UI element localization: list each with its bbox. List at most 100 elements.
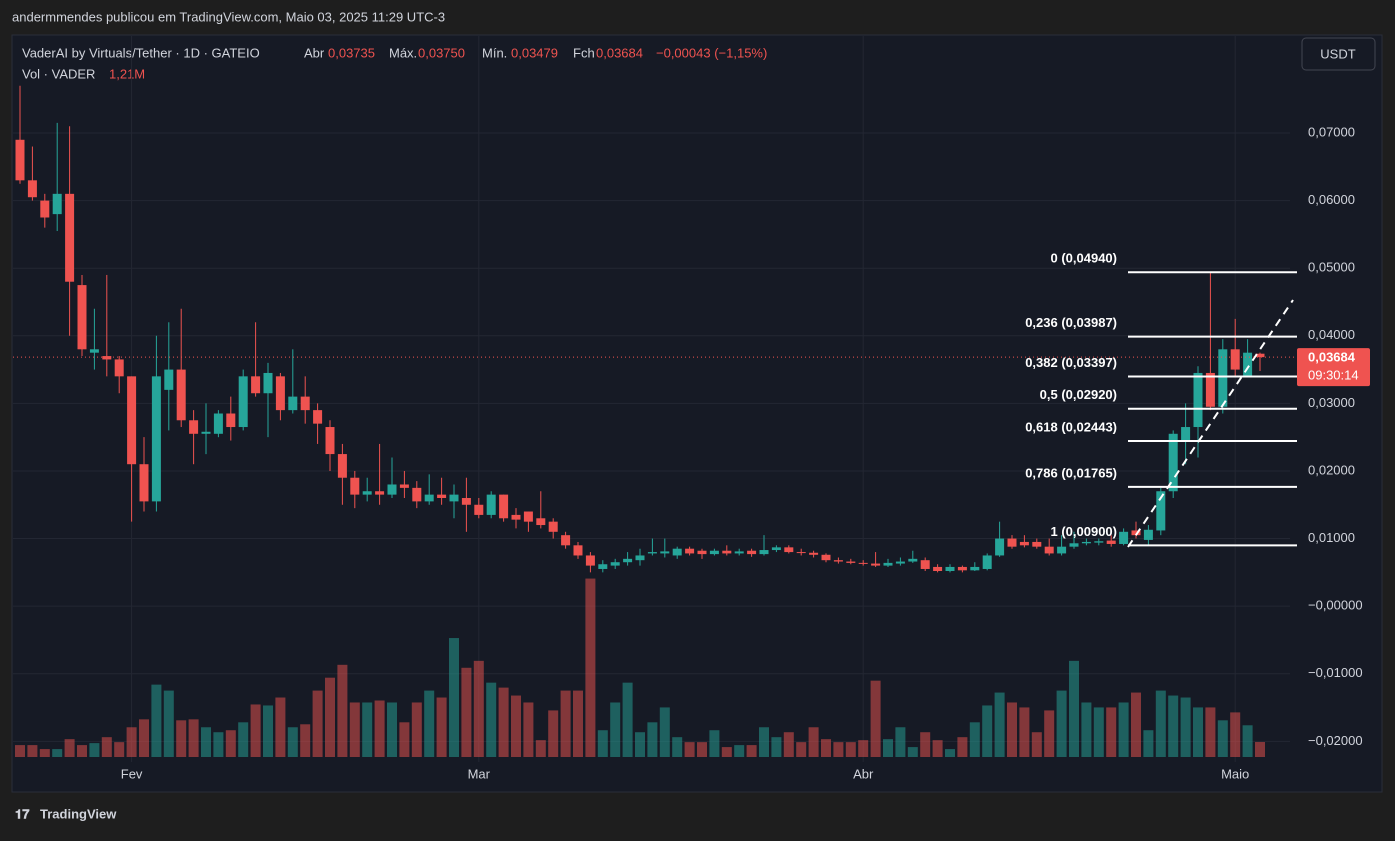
candle-body xyxy=(598,564,608,569)
candle-body xyxy=(1143,529,1153,540)
brand-logo: 𝟏𝟕 xyxy=(15,806,30,821)
candle-body xyxy=(784,547,794,553)
candle-body xyxy=(325,427,335,455)
candle-body xyxy=(685,548,695,554)
y-tick-label: 0,04000 xyxy=(1308,327,1355,342)
candle-body xyxy=(151,376,161,502)
candle-body xyxy=(127,376,137,465)
volume-bar xyxy=(1069,660,1079,757)
volume-bar xyxy=(883,739,893,757)
candle-body xyxy=(573,545,583,556)
candle-body xyxy=(697,550,707,555)
volume-bar xyxy=(622,682,633,757)
candle-body xyxy=(759,550,769,555)
candle-body xyxy=(1181,427,1191,441)
legend-change: −0,00043 (−1,15%) xyxy=(656,45,767,60)
candle-body xyxy=(920,560,930,569)
volume-bar xyxy=(1106,707,1117,757)
candle-body xyxy=(623,558,633,563)
volume-bar xyxy=(870,680,881,757)
volume-bar xyxy=(833,742,844,757)
volume-bar xyxy=(325,677,335,757)
volume-bar xyxy=(126,727,137,757)
y-tick-label: 0,07000 xyxy=(1308,124,1355,139)
candle-body xyxy=(251,376,261,394)
legend-open: 0,03735 xyxy=(328,45,375,60)
candle-body xyxy=(288,396,298,411)
candle-body xyxy=(313,410,323,424)
volume-bar xyxy=(796,742,807,757)
volume-bar xyxy=(1118,702,1129,757)
candle-body xyxy=(164,369,174,390)
candle-body xyxy=(375,491,385,495)
volume-bar xyxy=(1031,732,1042,757)
y-tick-label: 0,06000 xyxy=(1308,192,1355,207)
last-price-box xyxy=(1297,348,1370,387)
candle-body xyxy=(1081,541,1091,544)
candle-body xyxy=(238,376,248,428)
candle-body xyxy=(1007,538,1017,547)
candle-body xyxy=(734,551,744,554)
candle-body xyxy=(1094,541,1104,543)
candle-body xyxy=(65,193,75,282)
volume-bar xyxy=(337,664,348,757)
candle-body xyxy=(1255,353,1265,358)
candle-body xyxy=(908,558,918,562)
volume-bar xyxy=(201,727,211,757)
volume-bar xyxy=(635,732,645,757)
volume-bar xyxy=(89,743,100,757)
volume-bar xyxy=(808,727,819,757)
volume-bar xyxy=(1081,702,1092,757)
volume-bar xyxy=(1193,707,1203,757)
candle-body xyxy=(40,200,50,218)
currency[interactable]: USDT xyxy=(1320,46,1355,61)
x-tick-label: Abr xyxy=(853,766,874,781)
candle-body xyxy=(1019,541,1029,546)
fib-label: 0,618 (0,02443) xyxy=(1025,419,1117,434)
candle-body xyxy=(1119,531,1129,544)
volume-bar xyxy=(139,719,149,757)
volume-bar xyxy=(734,745,745,757)
volume-bar xyxy=(225,730,236,757)
volume-bar xyxy=(647,722,658,757)
candle-body xyxy=(561,535,571,546)
candle-body xyxy=(52,193,62,215)
legend-high: 0,03750 xyxy=(418,45,465,60)
candle-body xyxy=(635,555,645,561)
volume-bar xyxy=(312,690,323,757)
x-tick-label: Fev xyxy=(121,766,143,781)
currency-button[interactable] xyxy=(1301,37,1376,71)
candle-body xyxy=(15,139,25,181)
candle-body xyxy=(1218,349,1228,407)
brand: TradingView xyxy=(40,806,117,821)
volume-bar xyxy=(659,707,670,757)
candle-body xyxy=(796,552,806,554)
volume-value: 1,21M xyxy=(109,66,145,81)
volume-bar xyxy=(610,702,621,757)
candle-body xyxy=(585,555,595,566)
volume-bar xyxy=(436,697,447,757)
volume-bar xyxy=(411,702,422,757)
candle-body xyxy=(970,566,980,571)
volume-bar xyxy=(1044,710,1055,757)
legend-close: 0,03684 xyxy=(596,45,643,60)
candle-body xyxy=(1069,543,1079,547)
volume-bar xyxy=(114,742,125,757)
candle-body xyxy=(883,562,893,566)
candle-body xyxy=(102,356,112,360)
plot: 0,07000 0,06000 0,05000 0,04000 0,03000 0,020… xyxy=(13,36,1370,781)
candle-body xyxy=(722,550,732,554)
fib-label: 0 (0,04940) xyxy=(1051,251,1118,266)
candle-body xyxy=(387,484,397,495)
volume-bar xyxy=(473,660,484,757)
volume-bar xyxy=(548,710,559,757)
volume-bar xyxy=(932,740,943,757)
candle-body xyxy=(833,560,843,562)
candle-body xyxy=(610,562,620,566)
candle-body xyxy=(1044,546,1054,554)
candle-body xyxy=(189,420,199,434)
candle-body xyxy=(412,487,422,502)
fib-label: 1 (0,00900) xyxy=(1051,524,1118,539)
legend-low-label: Mín. xyxy=(482,45,507,60)
